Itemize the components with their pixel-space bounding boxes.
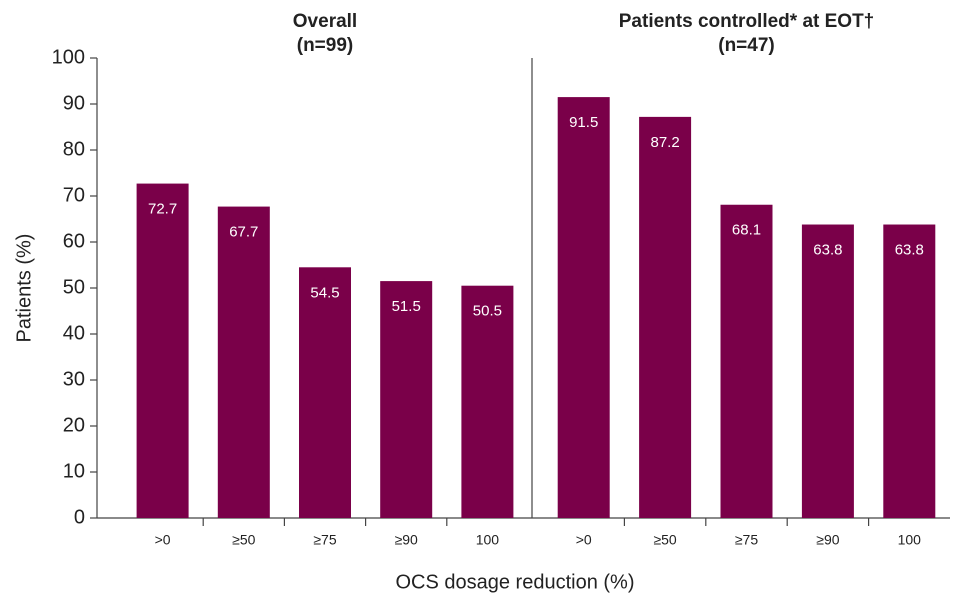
- y-tick-label: 80: [63, 138, 85, 160]
- bar: [883, 224, 936, 518]
- value-label: 68.1: [732, 222, 761, 239]
- value-label: 51.5: [392, 298, 421, 315]
- x-tick-label: ≥90: [816, 532, 839, 548]
- bar: [639, 116, 692, 518]
- y-tick-label: 50: [63, 276, 85, 298]
- bar: [299, 267, 351, 518]
- value-label: 91.5: [569, 114, 598, 131]
- bar: [461, 285, 514, 518]
- x-tick-label: ≥90: [395, 532, 418, 548]
- group-title: Patients controlled* at EOT†: [619, 11, 875, 32]
- x-tick-label: 100: [476, 532, 500, 548]
- bar: [380, 281, 433, 518]
- value-label: 72.7: [148, 201, 177, 218]
- value-label: 67.7: [229, 224, 258, 241]
- value-label: 54.5: [310, 284, 339, 301]
- group-subtitle: (n=47): [718, 35, 775, 56]
- y-tick-label: 70: [63, 184, 85, 206]
- x-tick-label: ≥75: [735, 532, 758, 548]
- y-tick-label: 10: [63, 460, 85, 482]
- y-tick-label: 30: [63, 368, 85, 390]
- group-title: Overall: [293, 11, 357, 32]
- y-tick-label: 0: [74, 506, 85, 528]
- x-tick-label: ≥50: [653, 532, 676, 548]
- y-tick-label: 90: [63, 92, 85, 114]
- value-label: 63.8: [895, 241, 924, 258]
- y-tick-label: 20: [63, 414, 85, 436]
- x-tick-label: ≥75: [313, 532, 336, 548]
- x-tick-label: ≥50: [232, 532, 255, 548]
- bar: [557, 97, 610, 518]
- x-tick-label: 100: [898, 532, 922, 548]
- x-tick-label: >0: [155, 532, 171, 548]
- value-label: 50.5: [473, 303, 502, 320]
- bar: [801, 224, 854, 518]
- value-label: 63.8: [813, 241, 842, 258]
- x-tick-label: >0: [576, 532, 592, 548]
- group-subtitle: (n=99): [297, 35, 354, 56]
- y-tick-label: 40: [63, 322, 85, 344]
- y-tick-label: 100: [52, 46, 85, 68]
- y-tick-label: 60: [63, 230, 85, 252]
- bar: [136, 183, 189, 518]
- x-axis-label: OCS dosage reduction (%): [395, 571, 634, 593]
- bar: [720, 204, 773, 519]
- value-label: 87.2: [650, 134, 679, 151]
- bar: [217, 206, 270, 518]
- y-axis-label: Patients (%): [13, 234, 35, 343]
